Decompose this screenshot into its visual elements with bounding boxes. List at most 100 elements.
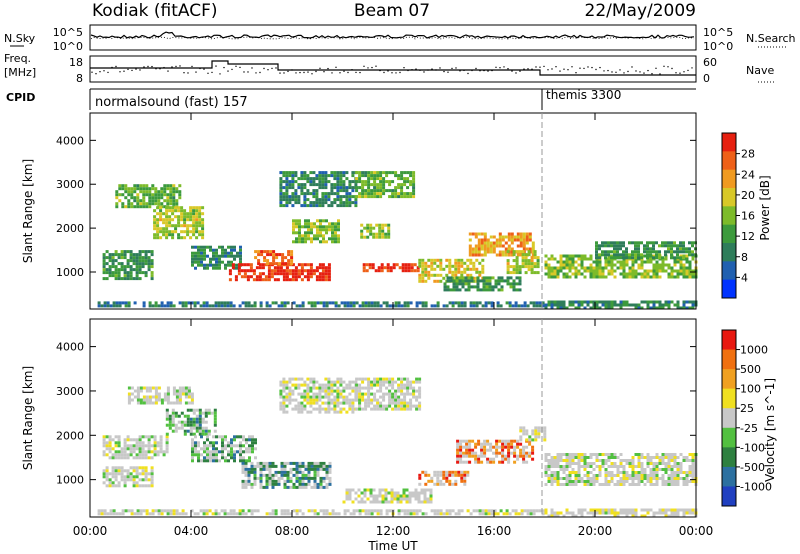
echo-cell: [477, 460, 481, 464]
echo-cell: [221, 456, 224, 460]
echo-cell: [655, 471, 659, 474]
echo-cell: [129, 265, 133, 269]
echo-cell: [427, 264, 431, 268]
echo-cell: [287, 259, 291, 263]
echo-cell: [565, 462, 569, 465]
echo-cell: [439, 482, 443, 486]
echo-cell: [322, 467, 326, 471]
echo-cell: [135, 271, 139, 275]
echo-cell: [562, 254, 566, 258]
echo-cell: [454, 470, 458, 474]
echo-cell: [207, 429, 211, 433]
echo-cell: [213, 411, 217, 415]
echo-cell: [679, 254, 683, 258]
echo-cell: [482, 282, 486, 286]
echo-cell: [667, 465, 671, 468]
echo-cell: [254, 441, 257, 445]
echo-cell: [198, 224, 202, 228]
echo-cell: [652, 462, 656, 465]
echo-cell: [207, 432, 211, 436]
echo-cell: [114, 450, 118, 454]
echo-cell: [171, 417, 175, 421]
echo-cell: [295, 476, 299, 480]
echo-cell: [189, 420, 193, 424]
echo-cell: [658, 459, 662, 462]
echo-cell: [604, 253, 607, 257]
echo-cell: [367, 171, 371, 175]
echo-cell: [175, 398, 179, 402]
echo-cell: [306, 192, 310, 196]
echo-cell: [679, 269, 683, 273]
echo-cell: [186, 420, 190, 424]
echo-cell: [105, 256, 109, 260]
echo-cell: [121, 187, 125, 191]
echo-cell: [670, 275, 674, 279]
echo-cell: [358, 180, 362, 184]
echo-cell: [153, 215, 157, 219]
echo-cell: [159, 441, 163, 445]
echo-cell: [381, 232, 385, 236]
echo-cell: [498, 241, 502, 245]
echo-cell: [640, 471, 644, 474]
echo-cell: [489, 442, 493, 446]
echo-cell: [574, 300, 578, 304]
echo-cell: [655, 256, 658, 260]
echo-cell: [191, 260, 194, 264]
echo-cell: [384, 235, 388, 239]
echo-cell: [250, 482, 254, 486]
echo-cell: [194, 245, 197, 249]
echo-cell: [153, 435, 157, 439]
echo-cell: [631, 471, 635, 474]
echo-cell: [249, 266, 253, 270]
echo-cell: [613, 511, 617, 515]
echo-cell: [321, 186, 325, 190]
echo-cell: [194, 441, 197, 445]
echo-cell: [550, 269, 554, 273]
echo-cell: [622, 300, 626, 304]
echo-cell: [141, 453, 145, 457]
echo-cell: [227, 254, 230, 258]
echo-cell: [108, 259, 112, 263]
echo-cell: [640, 508, 644, 512]
echo-cell: [595, 453, 599, 456]
echo-cell: [358, 398, 362, 402]
echo-cell: [397, 195, 401, 199]
echo-cell: [276, 272, 280, 276]
colorbar-swatch: [722, 224, 736, 244]
echo-cell: [198, 221, 202, 225]
echo-cell: [436, 273, 440, 277]
nave-point: [303, 71, 305, 74]
echo-cell: [535, 509, 539, 513]
echo-cell: [279, 186, 283, 190]
echo-cell: [487, 509, 491, 513]
echo-cell: [376, 398, 380, 402]
echo-cell: [577, 474, 581, 477]
echo-cell: [165, 444, 169, 448]
echo-cell: [667, 459, 671, 462]
echo-cell: [622, 260, 626, 264]
echo-cell: [394, 389, 398, 393]
echo-cell: [459, 451, 463, 455]
echo-cell: [397, 192, 401, 196]
echo-cell: [519, 241, 523, 245]
echo-cell: [215, 441, 218, 445]
echo-cell: [400, 398, 404, 402]
echo-cell: [291, 269, 295, 273]
echo-cell: [202, 304, 206, 308]
echo-cell: [369, 491, 373, 495]
echo-cell: [547, 272, 551, 276]
echo-cell: [655, 462, 659, 465]
echo-cell: [327, 275, 331, 279]
echo-cell: [306, 177, 310, 181]
echo-cell: [115, 512, 119, 516]
echo-cell: [682, 483, 686, 486]
echo-cell: [117, 466, 121, 470]
echo-cell: [285, 383, 289, 387]
echo-cell: [306, 389, 310, 393]
echo-cell: [361, 380, 365, 384]
echo-cell: [537, 426, 541, 430]
echo-cell: [685, 266, 689, 270]
echo-cell: [294, 198, 298, 202]
echo-cell: [184, 304, 188, 308]
echo-cell: [334, 231, 337, 235]
